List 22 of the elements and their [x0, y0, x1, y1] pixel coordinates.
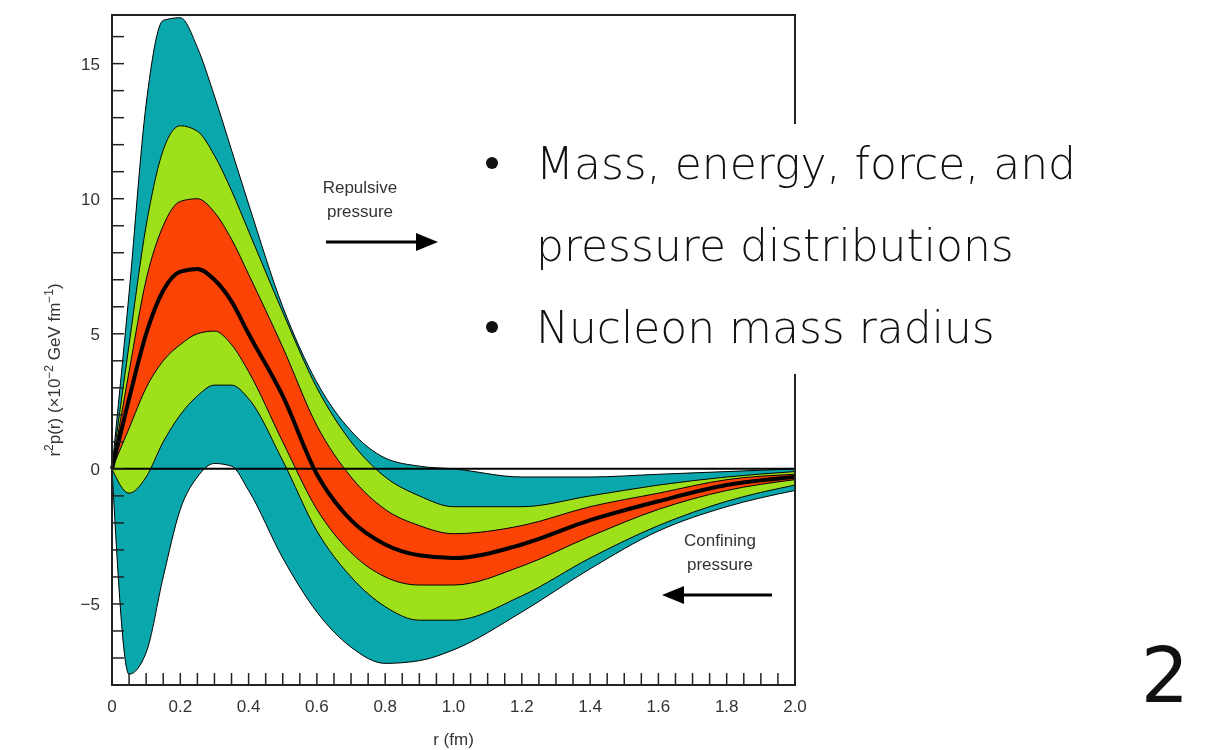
x-tick-label: 0.4 [236, 697, 261, 716]
annotation: Nucleon mass radius [536, 302, 995, 353]
y-tick-label: 10 [81, 189, 100, 209]
y-tick-label: 5 [90, 324, 100, 344]
annotation: Mass, energy, force, and pressure distributions [536, 138, 1077, 271]
annotation: Confining pressure [684, 531, 756, 574]
x-tick-label: 1.0 [441, 697, 466, 716]
annotation: Repulsive pressure [322, 178, 398, 221]
x-tick-label: 0.8 [373, 697, 398, 716]
x-tick-label: 1.2 [509, 697, 534, 716]
x-axis-title: r (fm) [433, 730, 474, 749]
x-tick-label: 0.6 [305, 697, 329, 716]
y-tick-label: 0 [90, 459, 100, 479]
x-tick-label: 0 [107, 697, 117, 716]
x-tick-label: 0.2 [168, 697, 193, 716]
x-tick-label: 2.0 [783, 697, 807, 716]
x-tick-label: 1.6 [646, 697, 671, 716]
y-tick-label: 15 [81, 54, 100, 74]
text: 2 [1140, 631, 1190, 720]
x-tick-label: 1.4 [578, 697, 602, 716]
y-tick-label: −5 [80, 594, 100, 614]
x-tick-label: 1.8 [714, 697, 739, 716]
